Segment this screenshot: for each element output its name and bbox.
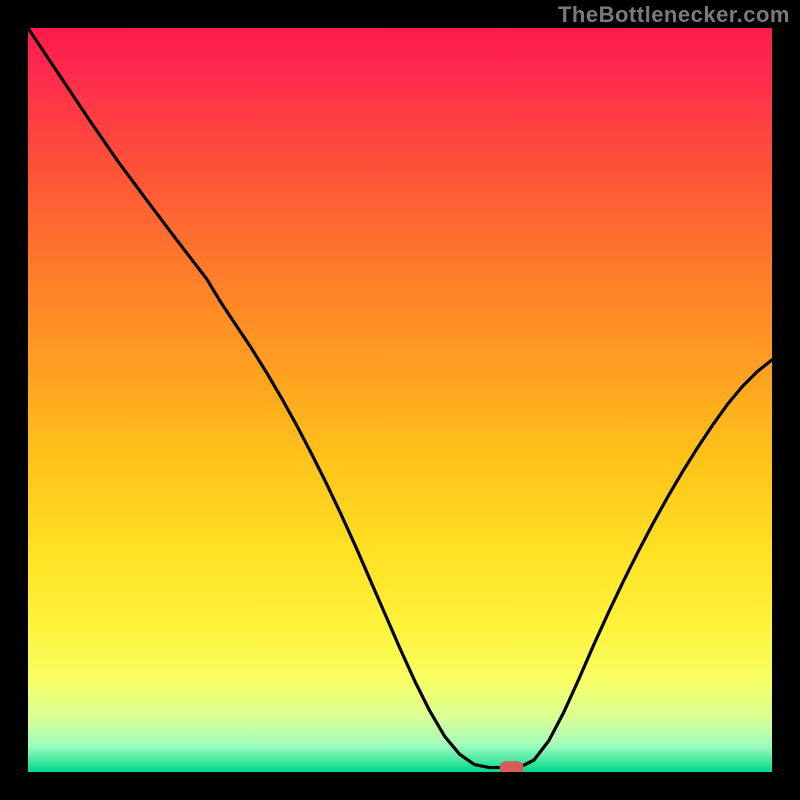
plot-area [28, 28, 772, 772]
optimal-marker [500, 761, 524, 772]
gradient-background [28, 28, 772, 772]
watermark-text: TheBottlenecker.com [558, 2, 790, 28]
chart-frame: TheBottlenecker.com [0, 0, 800, 800]
plot-svg [28, 28, 772, 772]
